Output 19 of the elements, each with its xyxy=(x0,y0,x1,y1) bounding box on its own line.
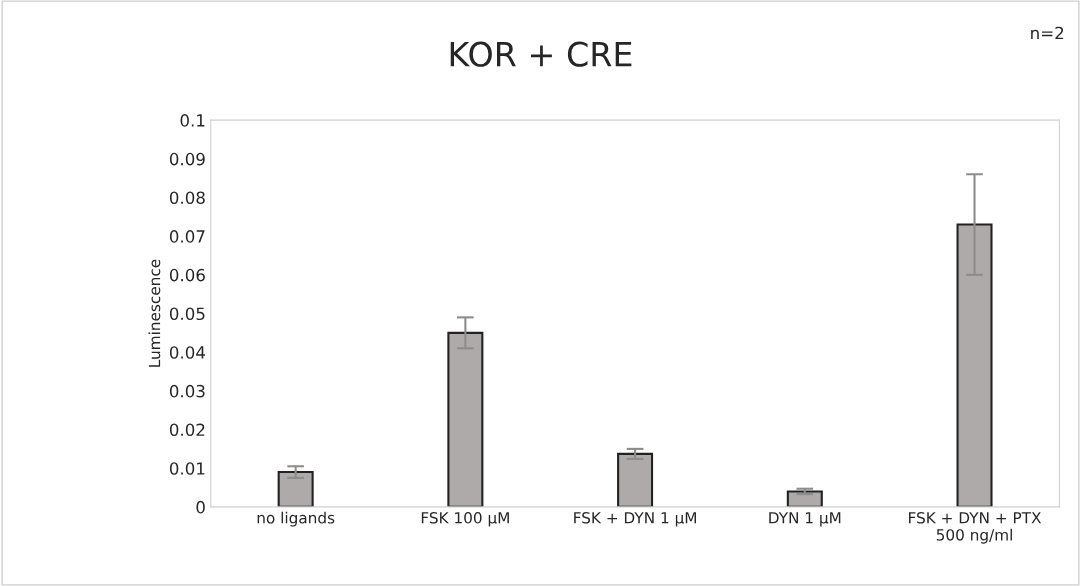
x-tick-label: FSK 100 µM xyxy=(421,512,509,527)
y-tick-label: 0.08 xyxy=(169,191,205,205)
x-tick-label: FSK + DYN + PTX 500 ng/ml xyxy=(909,512,1042,544)
x-tick-label: no ligands xyxy=(257,511,335,527)
x-tick-label: FSK + DYN 1 µM xyxy=(574,512,696,527)
y-tick-label: 0 xyxy=(196,500,205,514)
y-tick-label: 0.06 xyxy=(169,268,205,282)
y-axis-title: Luminescence xyxy=(148,259,161,367)
y-tick-label: 0.05 xyxy=(169,307,205,321)
y-tick-label: 0.01 xyxy=(169,462,205,475)
chart-title: KOR + CRE xyxy=(450,41,632,67)
y-tick-label: 0.02 xyxy=(169,423,205,437)
y-tick-label: 0.1 xyxy=(180,114,205,127)
y-tick-label: 0.03 xyxy=(169,384,205,398)
y-tick-label: 0.07 xyxy=(169,230,205,243)
y-tick-label: 0.09 xyxy=(169,152,205,166)
y-tick-label: 0.04 xyxy=(169,346,205,359)
text: n=2 xyxy=(1031,26,1064,40)
x-tick-label: DYN 1 µM xyxy=(769,512,841,527)
